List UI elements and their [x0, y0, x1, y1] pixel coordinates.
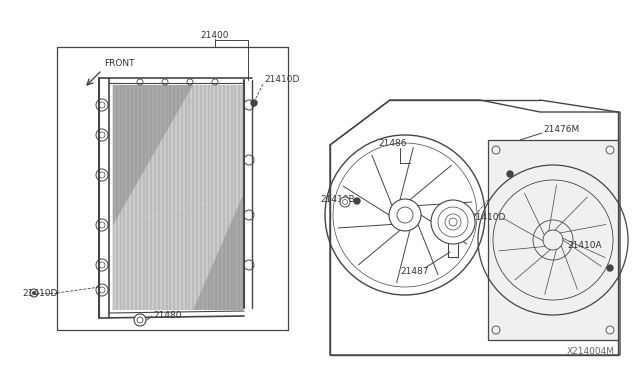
Text: 21487: 21487: [401, 267, 429, 276]
Circle shape: [134, 314, 146, 326]
Circle shape: [431, 200, 475, 244]
Text: 21410A: 21410A: [567, 241, 602, 250]
Text: FRONT: FRONT: [104, 59, 134, 68]
Circle shape: [354, 198, 360, 204]
Text: 21486: 21486: [379, 140, 407, 148]
Text: 21476M: 21476M: [543, 125, 579, 135]
Text: X214004M: X214004M: [567, 347, 615, 356]
Text: 21410D: 21410D: [470, 214, 506, 222]
Text: 21410D: 21410D: [22, 289, 58, 298]
Text: 21400: 21400: [201, 32, 229, 41]
Polygon shape: [113, 85, 193, 225]
Circle shape: [389, 199, 421, 231]
Circle shape: [251, 100, 257, 106]
Polygon shape: [193, 195, 243, 310]
Text: 21410B: 21410B: [320, 195, 355, 203]
Bar: [488, 140, 618, 340]
Text: 21480: 21480: [153, 311, 182, 321]
Polygon shape: [113, 195, 243, 310]
Circle shape: [607, 265, 613, 271]
Circle shape: [32, 291, 36, 295]
Text: 21410D: 21410D: [264, 76, 300, 84]
Circle shape: [507, 171, 513, 177]
Polygon shape: [113, 85, 243, 225]
Circle shape: [340, 197, 350, 207]
